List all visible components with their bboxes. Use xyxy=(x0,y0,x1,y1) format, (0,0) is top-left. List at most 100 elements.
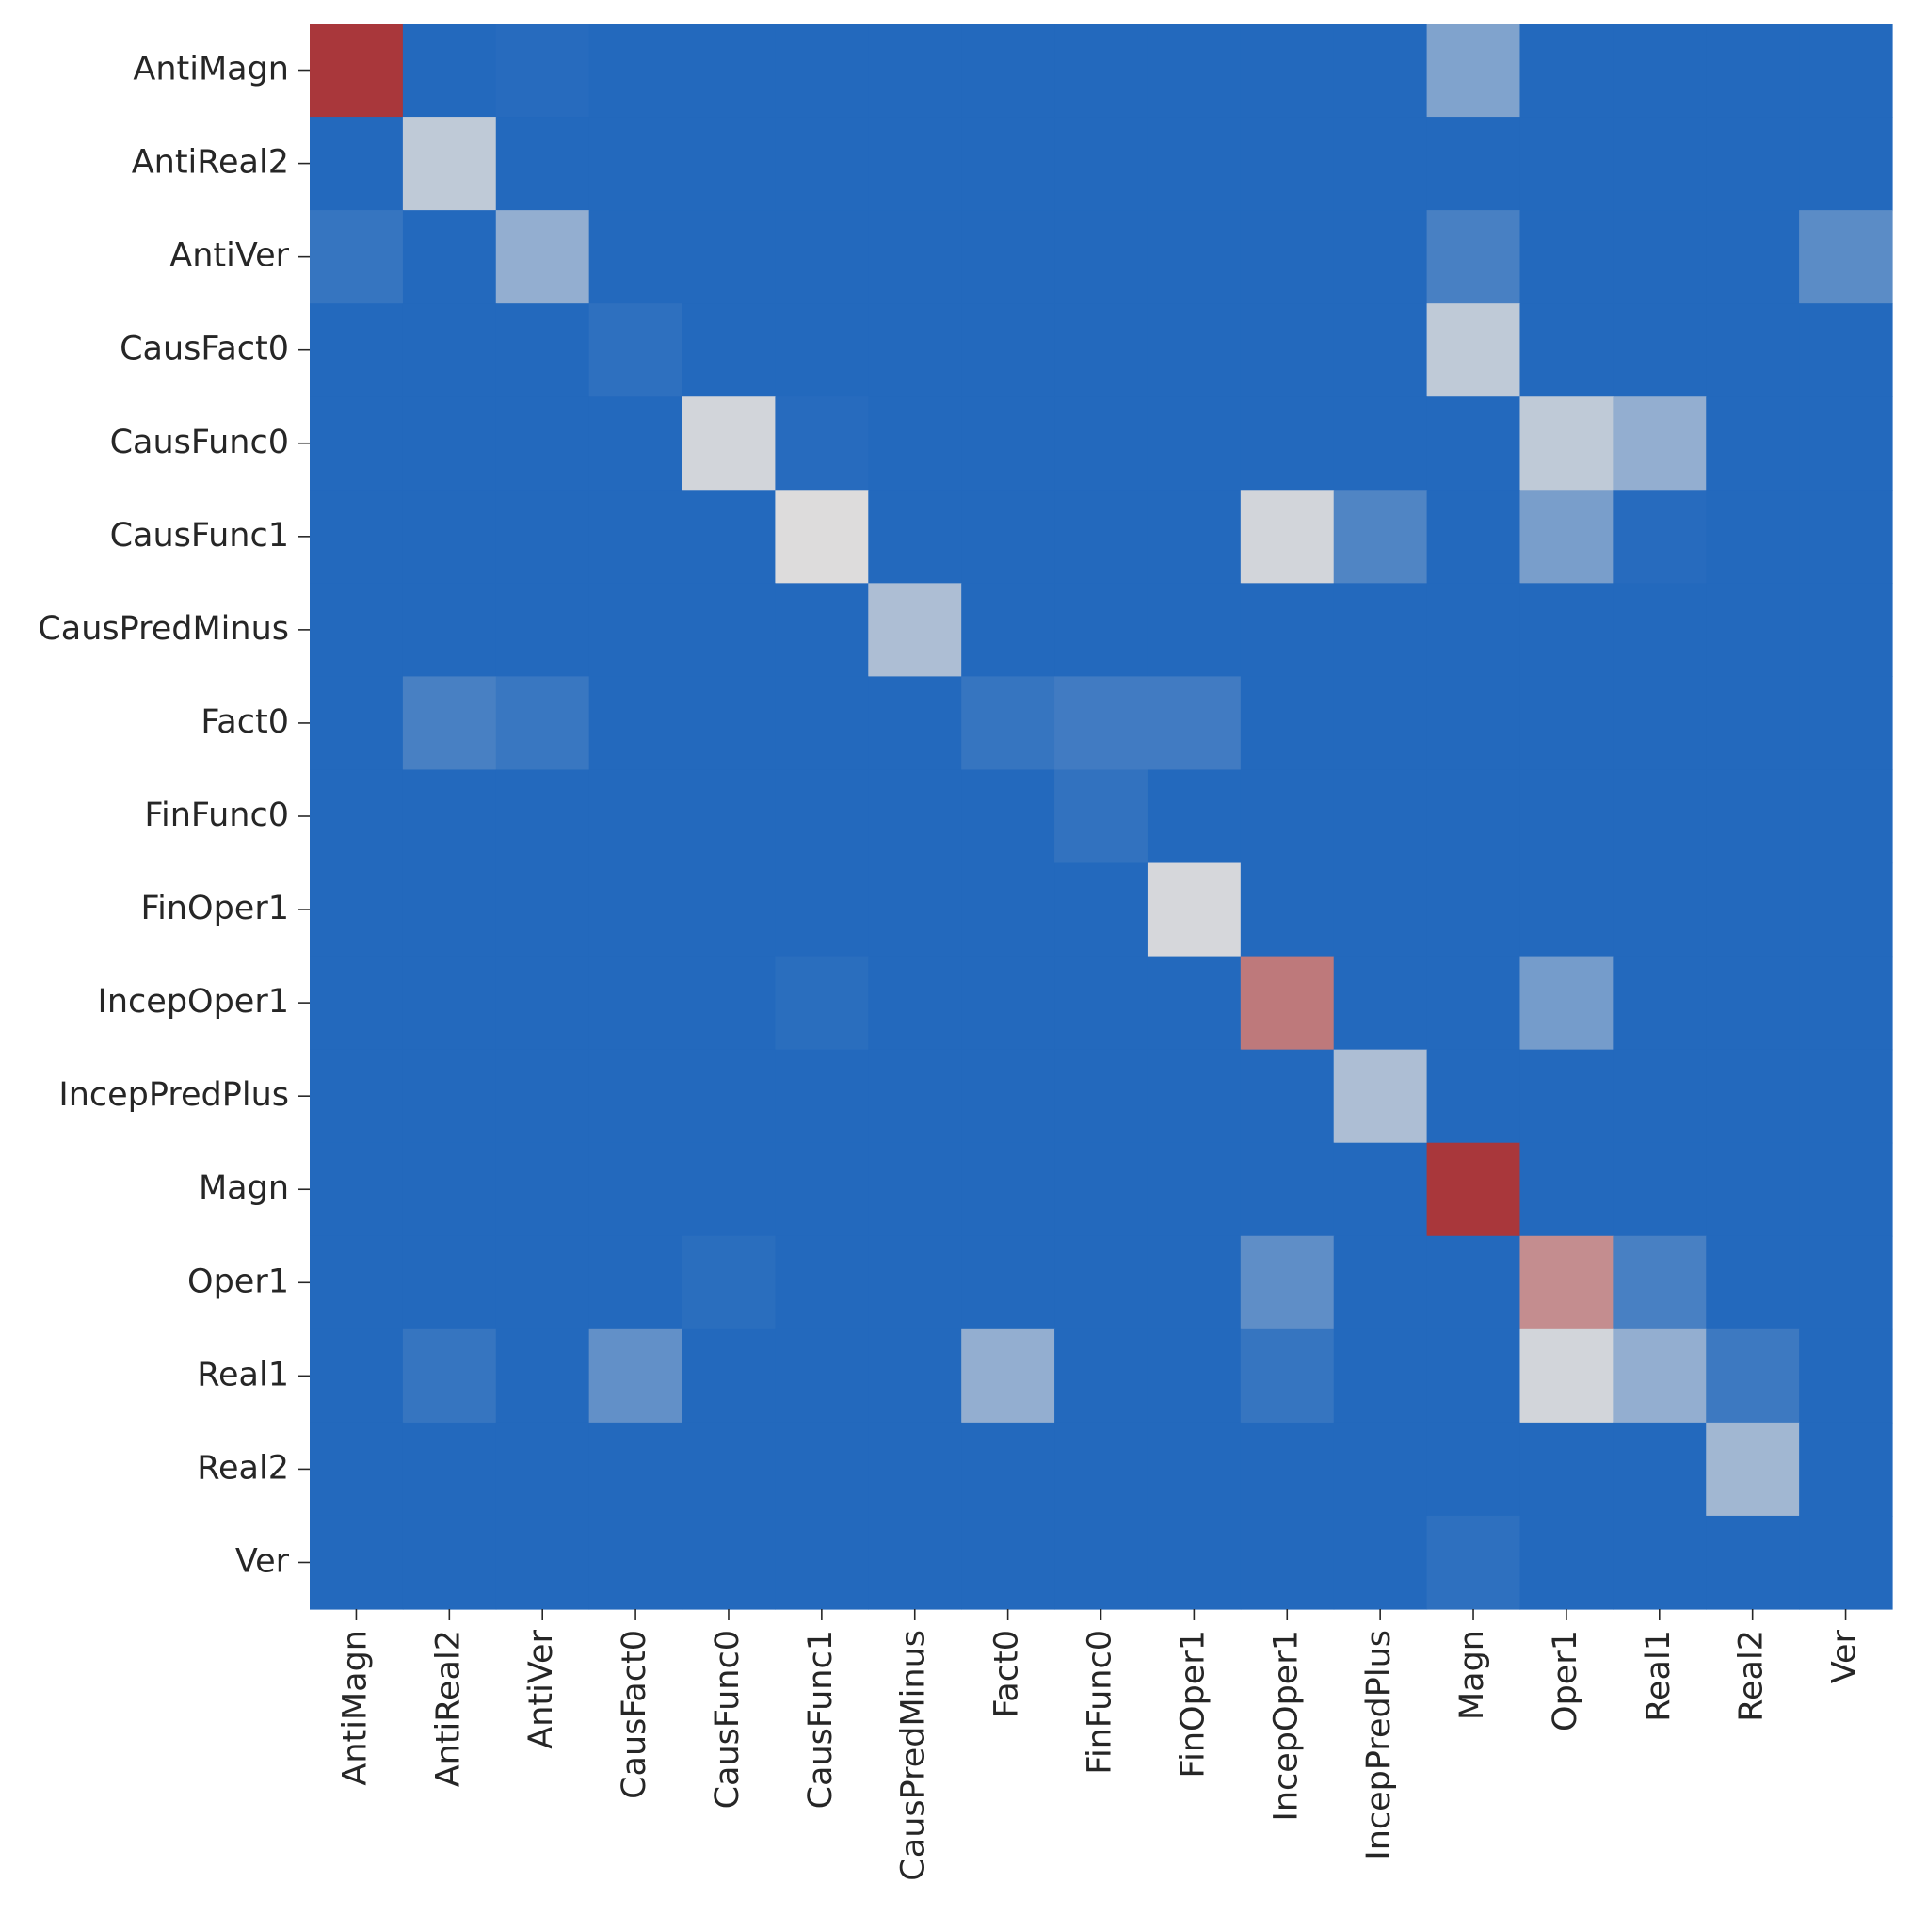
x-tick-label-fact0: Fact0 xyxy=(988,1630,1026,1718)
heatmap-cell-real1-causfunc1 xyxy=(775,1328,869,1424)
heatmap-cell-incepoper1-magn xyxy=(1426,956,1521,1051)
heatmap-cell-finfunc0-oper1 xyxy=(1519,769,1614,864)
heatmap-cell-inceppredplus-finfunc0 xyxy=(1054,1049,1148,1144)
heatmap-cell-incepoper1-inceppredplus xyxy=(1333,956,1428,1051)
heatmap-cell-real2-inceppredplus xyxy=(1333,1422,1428,1517)
y-tick-label-causfunc0: CausFunc0 xyxy=(110,424,289,461)
heatmap-cell-antireal2-causfunc1 xyxy=(775,117,869,211)
heatmap-cell-magn-antimagn xyxy=(310,1142,404,1237)
heatmap-cell-real1-fact0 xyxy=(961,1328,1055,1424)
heatmap-cell-antireal2-fact0 xyxy=(961,117,1055,211)
heatmap-cell-causfunc0-finfunc0 xyxy=(1054,396,1148,491)
heatmap-cell-fact0-inceppredplus xyxy=(1333,676,1428,771)
y-tick-label-ver: Ver xyxy=(235,1542,290,1580)
heatmap-cell-causfunc1-antiver xyxy=(495,490,590,584)
heatmap-cell-antireal2-finfunc0 xyxy=(1054,117,1148,211)
heatmap-cell-causfunc1-oper1 xyxy=(1519,490,1614,584)
y-tick-label-real2: Real2 xyxy=(197,1449,289,1487)
heatmap-cell-inceppredplus-causfunc0 xyxy=(682,1049,777,1144)
heatmap-cell-causpredminus-incepoper1 xyxy=(1240,583,1335,678)
heatmap-cell-real1-ver xyxy=(1799,1328,1893,1424)
heatmap-cell-causfunc0-magn xyxy=(1426,396,1521,491)
heatmap-cell-oper1-real2 xyxy=(1706,1235,1800,1330)
heatmap-cell-causpredminus-causfunc1 xyxy=(775,583,869,678)
x-axis-ticks: AntiMagn AntiReal2 AntiVer CausFact0 CausFun… xyxy=(336,1609,1864,1881)
heatmap-cell-real2-real1 xyxy=(1613,1422,1707,1517)
heatmap-cell-oper1-incepoper1 xyxy=(1240,1235,1335,1330)
heatmap-cell-fact0-antimagn xyxy=(310,676,404,771)
heatmap-cell-fact0-causfunc1 xyxy=(775,676,869,771)
heatmap-cell-real1-causpredminus xyxy=(868,1328,962,1424)
heatmap-cell-real2-causfunc0 xyxy=(682,1422,777,1517)
heatmap-cell-antiver-inceppredplus xyxy=(1333,210,1428,304)
heatmap-cell-antimagn-causpredminus xyxy=(868,24,962,118)
heatmap-cell-inceppredplus-antimagn xyxy=(310,1049,404,1144)
heatmap-cell-inceppredplus-real2 xyxy=(1706,1049,1800,1144)
x-tick-label-real1: Real1 xyxy=(1640,1630,1678,1722)
heatmap-cell-ver-causpredminus xyxy=(868,1515,962,1610)
heatmap-cell-antireal2-real2 xyxy=(1706,117,1800,211)
heatmap-cell-oper1-oper1 xyxy=(1519,1235,1614,1330)
heatmap-cell-ver-real2 xyxy=(1706,1515,1800,1610)
heatmap-cell-antiver-real1 xyxy=(1613,210,1707,304)
heatmap-cell-antiver-causfunc1 xyxy=(775,210,869,304)
heatmap-cell-antiver-magn xyxy=(1426,210,1521,304)
heatmap-cell-causfunc1-ver xyxy=(1799,490,1893,584)
heatmap-cell-ver-antiver xyxy=(495,1515,590,1610)
heatmap-cell-causfunc1-causfunc1 xyxy=(775,490,869,584)
heatmap-cell-antiver-ver xyxy=(1799,210,1893,304)
heatmap-cell-antiver-finoper1 xyxy=(1147,210,1242,304)
heatmap-cell-antiver-oper1 xyxy=(1519,210,1614,304)
heatmap-cell-oper1-finfunc0 xyxy=(1054,1235,1148,1330)
heatmap-cell-causfunc0-causfunc0 xyxy=(682,396,777,491)
heatmap-cell-magn-real1 xyxy=(1613,1142,1707,1237)
heatmap-cell-finfunc0-magn xyxy=(1426,769,1521,864)
heatmap-cell-causfunc1-real1 xyxy=(1613,490,1707,584)
heatmap-cell-causpredminus-antiver xyxy=(495,583,590,678)
x-tick-label-causfunc0: CausFunc0 xyxy=(709,1630,747,1809)
heatmap-cell-inceppredplus-causfunc1 xyxy=(775,1049,869,1144)
heatmap-cell-causfact0-antiver xyxy=(495,303,590,397)
heatmap-cell-antimagn-magn xyxy=(1426,24,1521,118)
heatmap-cell-incepoper1-causfunc1 xyxy=(775,956,869,1051)
heatmap-cell-antimagn-causfact0 xyxy=(588,24,683,118)
heatmap-cell-causfact0-causfact0 xyxy=(588,303,683,397)
y-tick-label-fact0: Fact0 xyxy=(201,703,289,741)
heatmap-cell-finoper1-causfact0 xyxy=(588,862,683,958)
heatmap-cell-causfact0-finfunc0 xyxy=(1054,303,1148,397)
x-tick-label-magn: Magn xyxy=(1453,1630,1491,1720)
heatmap-cell-inceppredplus-finoper1 xyxy=(1147,1049,1242,1144)
heatmap-cell-incepoper1-causpredminus xyxy=(868,956,962,1051)
heatmap-cell-real1-antireal2 xyxy=(402,1328,497,1424)
heatmap-cell-antimagn-inceppredplus xyxy=(1333,24,1428,118)
heatmap-cell-causfact0-magn xyxy=(1426,303,1521,397)
heatmap-cell-finfunc0-antimagn xyxy=(310,769,404,864)
x-tick-label-finfunc0: FinFunc0 xyxy=(1082,1630,1119,1775)
heatmap-cell-causfact0-real1 xyxy=(1613,303,1707,397)
heatmap-cell-real2-fact0 xyxy=(961,1422,1055,1517)
heatmap-cell-oper1-inceppredplus xyxy=(1333,1235,1428,1330)
heatmap-cell-causfunc0-causpredminus xyxy=(868,396,962,491)
y-axis-ticks: AntiMagn AntiReal2 AntiVer CausFact0 CausFun… xyxy=(38,51,310,1580)
y-tick-label-causfact0: CausFact0 xyxy=(120,330,289,368)
heatmap-cell-incepoper1-finoper1 xyxy=(1147,956,1242,1051)
heatmap-cell-antiver-causfunc0 xyxy=(682,210,777,304)
heatmap-cell-antimagn-fact0 xyxy=(961,24,1055,118)
heatmap-cell-fact0-incepoper1 xyxy=(1240,676,1335,771)
heatmap-cell-causfunc0-antireal2 xyxy=(402,396,497,491)
heatmap-cell-incepoper1-ver xyxy=(1799,956,1893,1051)
x-tick-label-causfact0: CausFact0 xyxy=(616,1630,653,1799)
heatmap-cell-finoper1-real2 xyxy=(1706,862,1800,958)
heatmap-cell-antireal2-oper1 xyxy=(1519,117,1614,211)
heatmap-cell-causfunc1-antimagn xyxy=(310,490,404,584)
heatmap-cell-finoper1-magn xyxy=(1426,862,1521,958)
x-tick-label-finoper1: FinOper1 xyxy=(1174,1630,1212,1778)
heatmap-cell-antiver-causfact0 xyxy=(588,210,683,304)
heatmap-cell-ver-finoper1 xyxy=(1147,1515,1242,1610)
heatmap-cell-antimagn-ver xyxy=(1799,24,1893,118)
heatmap-cell-fact0-finfunc0 xyxy=(1054,676,1148,771)
heatmap-cell-incepoper1-real1 xyxy=(1613,956,1707,1051)
heatmap-cell-real2-incepoper1 xyxy=(1240,1422,1335,1517)
heatmap-cell-finfunc0-causfact0 xyxy=(588,769,683,864)
